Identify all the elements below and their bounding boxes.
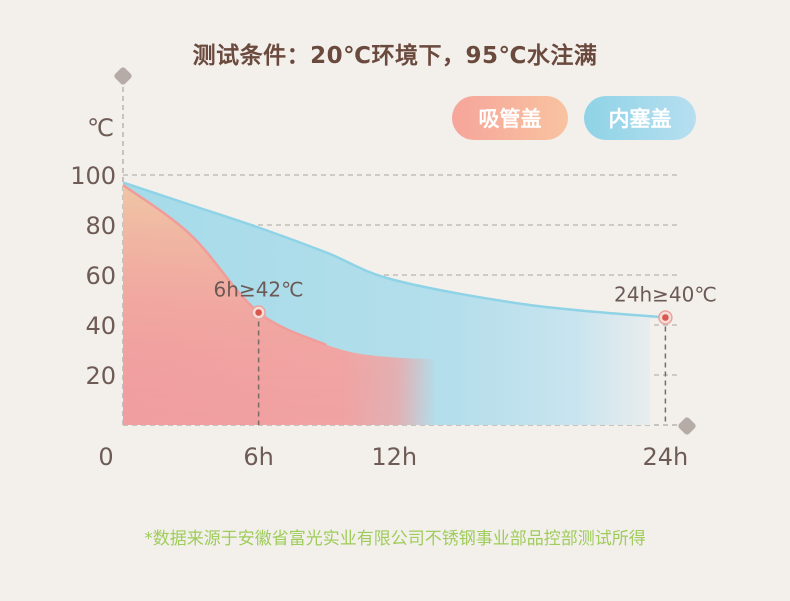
y-tick-label-60: 60 xyxy=(85,262,116,290)
annotation-label-1: 24h≥40℃ xyxy=(614,283,717,307)
y-tick-label-40: 40 xyxy=(85,312,116,340)
x-tick-label-24h: 24h xyxy=(643,443,689,471)
x-axis-end-marker xyxy=(678,417,696,435)
x-tick-label-6h: 6h xyxy=(243,443,273,471)
series-area-straw-lid-highlight xyxy=(123,185,672,425)
annotation-marker-1 xyxy=(662,314,669,321)
x-tick-label-12h: 12h xyxy=(371,443,417,471)
annotation-marker-0 xyxy=(255,309,262,316)
annotation-label-0: 6h≥42℃ xyxy=(214,278,304,302)
chart-title: 测试条件：20℃环境下，95℃水注满 xyxy=(192,43,598,69)
legend-inner-stopper-lid: 内塞盖 xyxy=(584,96,696,140)
y-tick-label-20: 20 xyxy=(85,362,116,390)
data-source-footnote: *数据来源于安徽省富光实业有限公司不锈钢事业部品控部测试所得 xyxy=(144,529,646,549)
y-axis-unit-label: ℃ xyxy=(87,114,114,142)
y-tick-label-80: 80 xyxy=(85,212,116,240)
series-line-straw-lid xyxy=(122,183,327,347)
y-tick-label-100: 100 xyxy=(70,162,116,190)
legend-straw-lid: 吸管盖 xyxy=(452,96,568,140)
y-axis-end-marker xyxy=(114,67,132,85)
x-tick-label-0: 0 xyxy=(98,443,113,471)
series-line-inner-stopper-lid xyxy=(122,181,666,319)
